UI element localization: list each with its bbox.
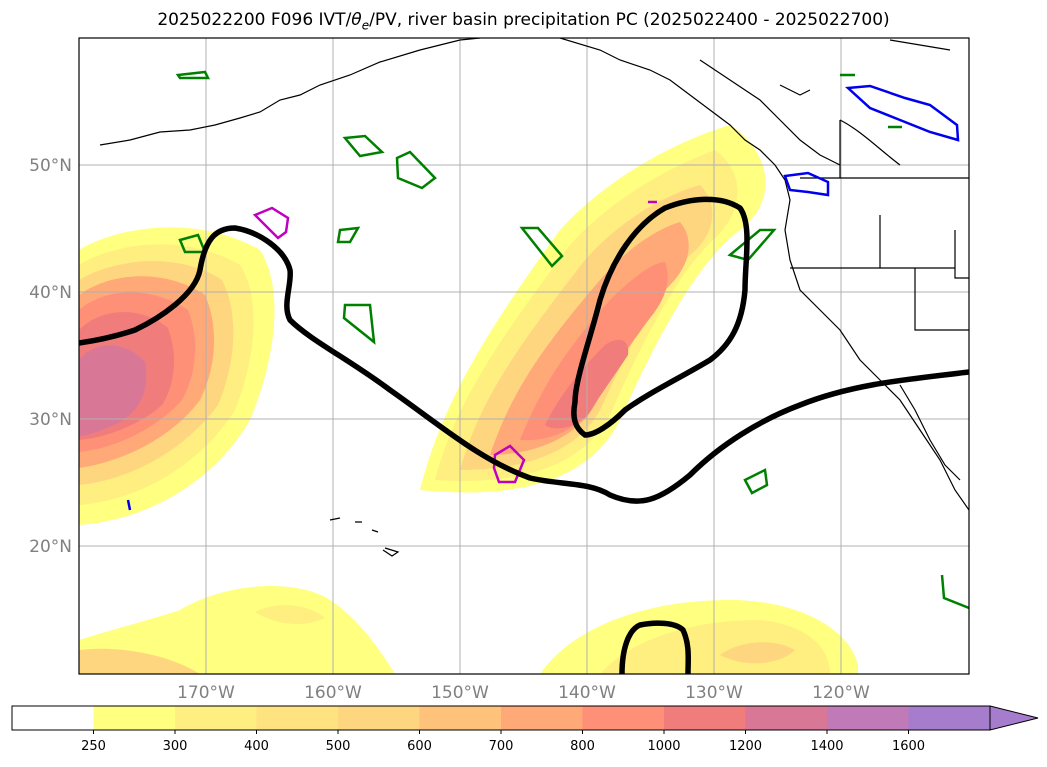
colorbar-label: 1600 bbox=[892, 739, 925, 754]
lon-label: 120°W bbox=[812, 683, 870, 703]
colorbar-label: 1400 bbox=[810, 739, 843, 754]
colorbar-label: 800 bbox=[570, 739, 595, 754]
coastlines bbox=[99, 38, 969, 557]
lat-label: 30°N bbox=[29, 410, 72, 430]
lon-label: 170°W bbox=[177, 683, 235, 703]
longitude-labels: 170°W 160°W 150°W 140°W 130°W 120°W bbox=[177, 683, 870, 703]
lon-label: 140°W bbox=[558, 683, 616, 703]
lat-label: 20°N bbox=[29, 537, 72, 557]
blue-contours bbox=[126, 84, 960, 511]
colorbar-segment bbox=[338, 706, 420, 730]
colorbar-label: 1000 bbox=[647, 739, 680, 754]
lat-label: 40°N bbox=[29, 283, 72, 303]
colorbar-segment bbox=[175, 706, 257, 730]
colorbar-segment bbox=[419, 706, 502, 730]
lon-label: 130°W bbox=[685, 683, 743, 703]
map-title: 2025022200 F096 IVT/θe/PV, river basin p… bbox=[157, 10, 890, 33]
lon-label: 150°W bbox=[431, 683, 489, 703]
map-panel bbox=[79, 38, 969, 674]
colorbar-label: 700 bbox=[489, 739, 514, 754]
pv-contour bbox=[79, 196, 969, 674]
colorbar-extend-arrow bbox=[989, 705, 1039, 731]
colorbar-segment bbox=[12, 706, 94, 730]
colorbar-segment bbox=[664, 706, 746, 730]
colorbar-label: 250 bbox=[81, 739, 106, 754]
colorbar-segment bbox=[827, 706, 909, 730]
colorbar-label: 1200 bbox=[729, 739, 762, 754]
map-frame bbox=[78, 37, 970, 675]
colorbar-segment bbox=[908, 706, 991, 730]
lon-label: 160°W bbox=[304, 683, 362, 703]
colorbar-segment bbox=[256, 706, 339, 730]
colorbar-label: 300 bbox=[163, 739, 188, 754]
colorbar-segment bbox=[582, 706, 665, 730]
ivt-shading-west bbox=[79, 227, 275, 525]
latitude-labels: 50°N 40°N 30°N 20°N bbox=[29, 156, 72, 557]
ivt-shading-south bbox=[79, 586, 858, 674]
colorbar-segment bbox=[93, 706, 176, 730]
colorbar-segment bbox=[745, 706, 828, 730]
colorbar: 250 300 400 500 600 700 800 1000 1200 1400 1600 bbox=[11, 705, 1039, 754]
lat-label: 50°N bbox=[29, 156, 72, 176]
colorbar-label: 400 bbox=[244, 739, 269, 754]
green-contours bbox=[175, 70, 969, 610]
colorbar-label: 600 bbox=[407, 739, 432, 754]
colorbar-label: 500 bbox=[326, 739, 351, 754]
magenta-contours bbox=[252, 200, 657, 484]
colorbar-segment bbox=[501, 706, 583, 730]
